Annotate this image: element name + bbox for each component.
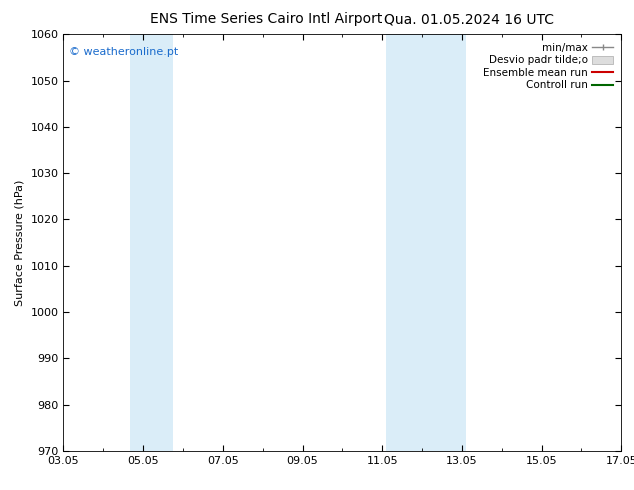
Bar [386,34,466,451]
Y-axis label: Surface Pressure (hPa): Surface Pressure (hPa) [15,179,25,306]
Text: ENS Time Series Cairo Intl Airport: ENS Time Series Cairo Intl Airport [150,12,382,26]
Text: Qua. 01.05.2024 16 UTC: Qua. 01.05.2024 16 UTC [384,12,554,26]
Bar [130,34,173,451]
Legend: min/max, Desvio padr tilde;o, Ensemble mean run, Controll run: min/max, Desvio padr tilde;o, Ensemble m… [480,40,616,94]
Text: © weatheronline.pt: © weatheronline.pt [69,47,178,57]
